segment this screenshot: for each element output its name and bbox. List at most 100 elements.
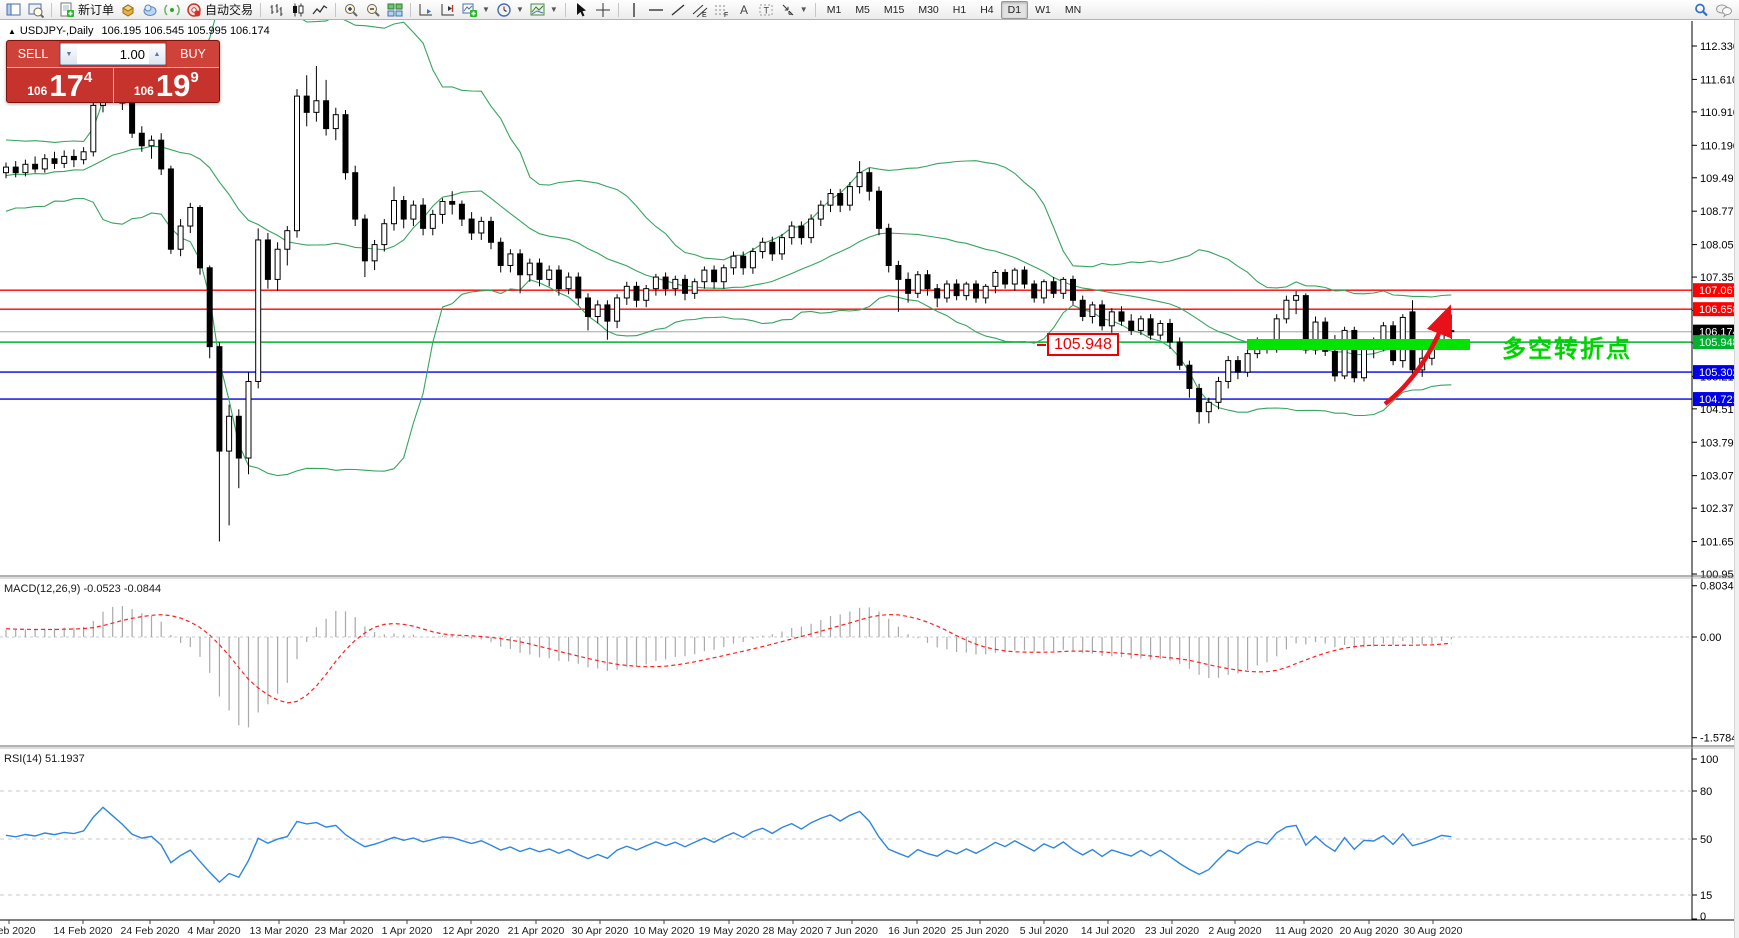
turning-point-annotation[interactable]: 多空转折点 bbox=[1502, 336, 1632, 363]
text-tool-button[interactable]: A bbox=[733, 1, 755, 19]
timeframe-h1[interactable]: H1 bbox=[952, 3, 967, 16]
fibonacci-tool-button[interactable]: F bbox=[711, 1, 733, 19]
tile-windows-button[interactable] bbox=[384, 1, 406, 19]
timeframe-d1[interactable]: D1 bbox=[1000, 0, 1029, 19]
toggle-panels-button[interactable] bbox=[3, 1, 25, 19]
zoom-in-button[interactable] bbox=[340, 1, 362, 19]
svg-text:80: 80 bbox=[1700, 786, 1712, 798]
line-chart-button[interactable] bbox=[309, 1, 331, 19]
trend-arrow[interactable] bbox=[1383, 304, 1453, 406]
candle bbox=[876, 190, 882, 229]
bar-chart-button[interactable] bbox=[265, 1, 287, 19]
sell-button[interactable]: SELL bbox=[7, 41, 59, 67]
timeframe-w1[interactable]: W1 bbox=[1035, 3, 1051, 16]
market-watch-button[interactable] bbox=[117, 1, 139, 19]
candle bbox=[1215, 380, 1222, 403]
candle bbox=[226, 415, 233, 452]
candle bbox=[982, 285, 989, 299]
cursor-tool-button[interactable] bbox=[570, 1, 592, 19]
price-axis: 112.330 111.610 110.910 110.190 109.490 108.7… bbox=[1691, 21, 1739, 920]
timeframe-m15[interactable]: M15 bbox=[883, 3, 905, 16]
svg-text:100: 100 bbox=[1700, 754, 1718, 766]
toolbar-separator bbox=[51, 2, 52, 17]
zoom-out-button[interactable] bbox=[362, 1, 384, 19]
search-button[interactable] bbox=[1690, 1, 1712, 19]
chart-shift-button[interactable] bbox=[437, 1, 459, 19]
candle bbox=[749, 251, 756, 269]
zoom-in-icon bbox=[345, 3, 358, 17]
candle bbox=[837, 193, 844, 206]
candle bbox=[769, 241, 776, 255]
crosshair-tool-button[interactable] bbox=[592, 1, 614, 19]
candle-chart-icon bbox=[293, 3, 304, 16]
candle bbox=[711, 269, 718, 283]
svg-text:108.770: 108.770 bbox=[1700, 206, 1739, 218]
timeframe-m5[interactable]: M5 bbox=[855, 3, 870, 16]
timeframe-m1[interactable]: M1 bbox=[826, 3, 842, 16]
label-tool-button[interactable]: T bbox=[755, 1, 777, 19]
volume-decrease-button[interactable]: ▼ bbox=[61, 44, 77, 64]
signals-button[interactable] bbox=[161, 1, 183, 19]
timeframe-mn[interactable]: MN bbox=[1064, 3, 1082, 16]
candle bbox=[585, 297, 591, 318]
trendline-tool-button[interactable] bbox=[667, 1, 689, 19]
candle-chart-button[interactable] bbox=[287, 1, 309, 19]
timeframe-h4[interactable]: H4 bbox=[980, 3, 994, 16]
candle bbox=[701, 269, 708, 283]
svg-text:-1.5784: -1.5784 bbox=[1700, 733, 1737, 745]
svg-text:2 Aug 2020: 2 Aug 2020 bbox=[1208, 925, 1261, 937]
market-watch-icon bbox=[122, 3, 134, 17]
svg-text:T: T bbox=[763, 5, 769, 15]
timeframe-m30[interactable]: M30 bbox=[918, 3, 939, 16]
hline-tool-button[interactable] bbox=[645, 1, 667, 19]
new-chart-icon bbox=[462, 3, 478, 17]
candle bbox=[1002, 271, 1009, 285]
svg-text:1 Apr 2020: 1 Apr 2020 bbox=[382, 925, 433, 937]
candle bbox=[1283, 299, 1290, 320]
svg-text:101.650: 101.650 bbox=[1700, 537, 1739, 549]
buy-button[interactable]: BUY bbox=[167, 41, 219, 67]
toolbar-separator bbox=[260, 2, 262, 17]
svg-text:11 Aug 2020: 11 Aug 2020 bbox=[1275, 925, 1333, 937]
candle bbox=[70, 155, 77, 161]
price-callout-105948[interactable]: 105.948 bbox=[1037, 333, 1119, 356]
autotrading-label: 自动交易 bbox=[205, 3, 254, 17]
strategy-tester-button[interactable] bbox=[25, 1, 47, 19]
candle bbox=[652, 276, 659, 290]
new-order-button[interactable]: 新订单 bbox=[56, 1, 117, 19]
dropdown-caret-icon: ▼ bbox=[549, 5, 558, 14]
buy-price[interactable]: 106 19 9 bbox=[114, 68, 220, 103]
channel-tool-button[interactable]: E bbox=[689, 1, 711, 19]
templates-button[interactable]: ▼ bbox=[527, 1, 561, 19]
autotrading-button[interactable]: 自动交易 bbox=[183, 1, 256, 19]
svg-text:103.790: 103.790 bbox=[1700, 437, 1739, 449]
community-button[interactable] bbox=[139, 1, 161, 19]
arrows-tool-button[interactable]: ▼ bbox=[777, 1, 811, 19]
chat-button[interactable] bbox=[1712, 1, 1736, 19]
volume-field[interactable]: 1.00 bbox=[77, 44, 149, 64]
candle bbox=[1099, 304, 1106, 327]
one-click-trading-panel: SELL ▼ 1.00 ▲ BUY 106 17 4 106 19 9 bbox=[6, 40, 220, 103]
svg-text:110.910: 110.910 bbox=[1700, 107, 1739, 119]
candle bbox=[138, 132, 145, 147]
candle bbox=[410, 204, 417, 220]
vline-tool-button[interactable] bbox=[623, 1, 645, 19]
macd-name: MACD(12,26,9) bbox=[4, 583, 81, 595]
toolbar-separator bbox=[814, 2, 816, 17]
candle bbox=[323, 100, 330, 130]
sell-price[interactable]: 106 17 4 bbox=[7, 68, 114, 103]
turning-point-zone[interactable] bbox=[1247, 339, 1470, 350]
svg-text:19 May 2020: 19 May 2020 bbox=[699, 925, 760, 937]
periods-button[interactable]: ▼ bbox=[493, 1, 527, 19]
auto-scroll-button[interactable] bbox=[415, 1, 437, 19]
candle bbox=[51, 158, 58, 164]
sell-price-pip: 4 bbox=[83, 69, 93, 86]
svg-text:14 Jul 2020: 14 Jul 2020 bbox=[1081, 925, 1135, 937]
candle bbox=[264, 239, 271, 280]
candle bbox=[846, 186, 853, 206]
new-chart-button[interactable]: ▼ bbox=[459, 1, 493, 19]
right-scroll-strip[interactable] bbox=[1734, 20, 1739, 938]
volume-increase-button[interactable]: ▲ bbox=[149, 44, 165, 64]
